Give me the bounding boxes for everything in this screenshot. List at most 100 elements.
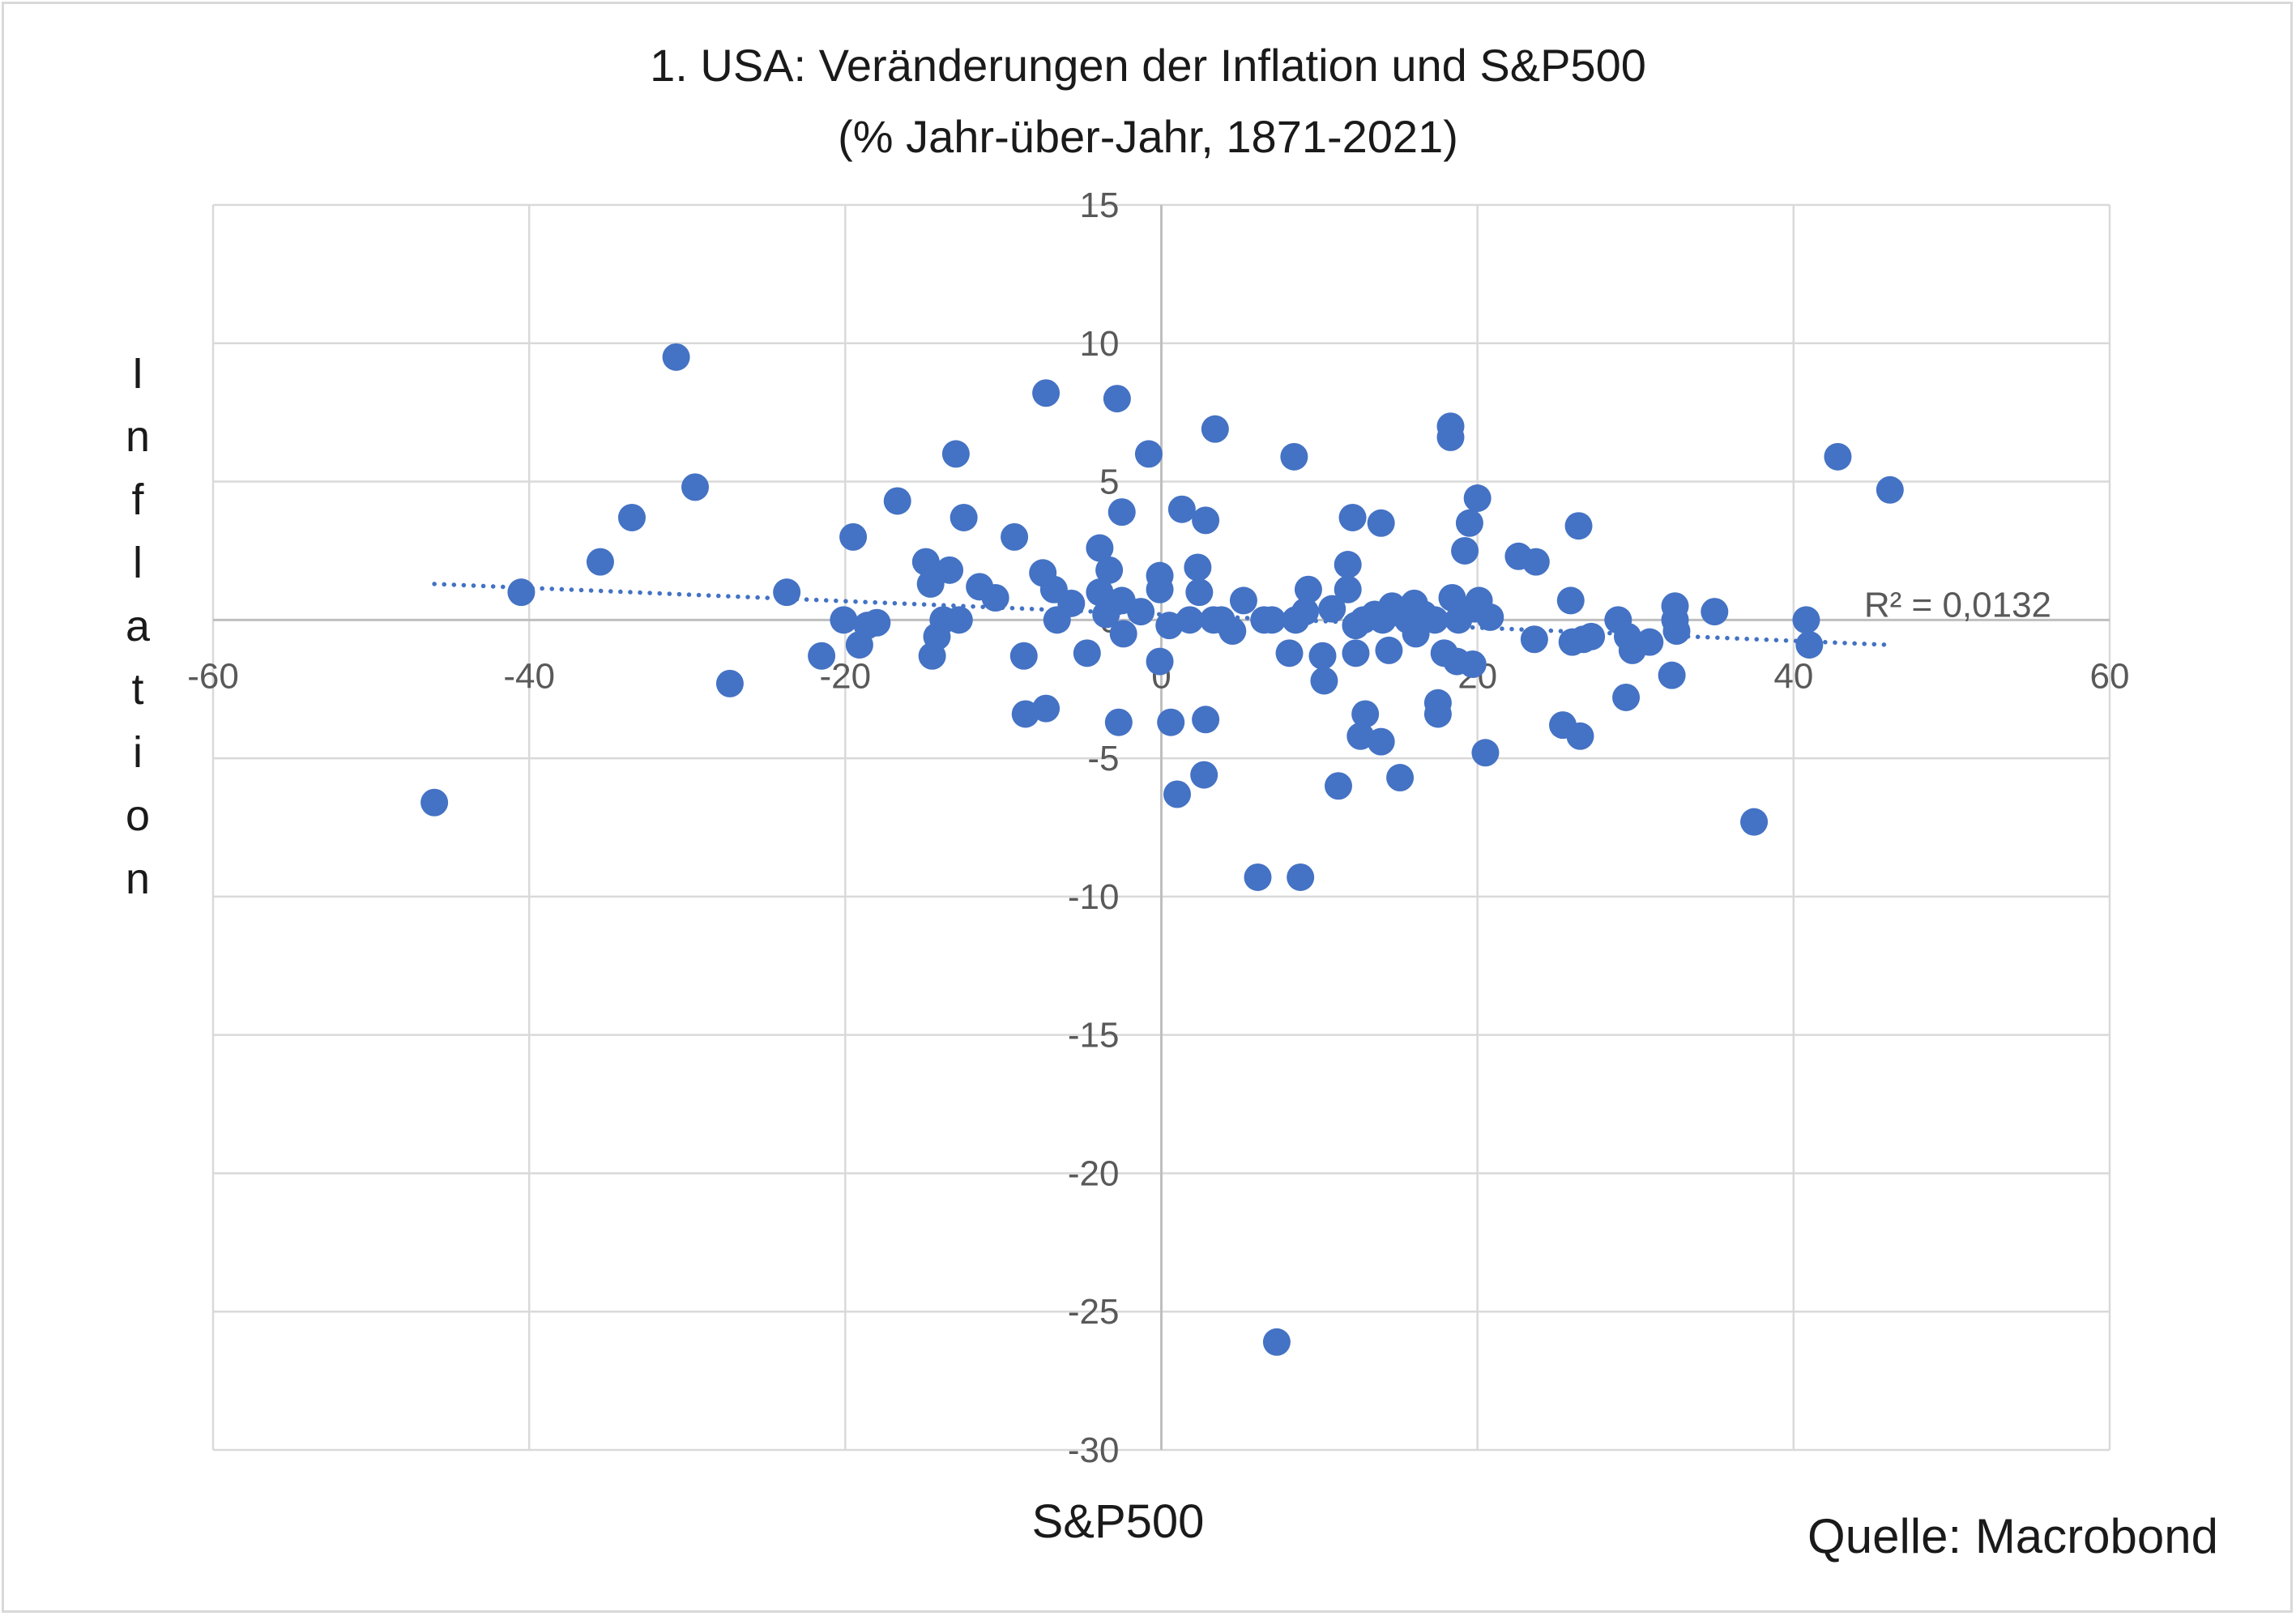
source-note: Quelle: Macrobond (1807, 1509, 2218, 1563)
data-point (586, 548, 614, 576)
trendline-line (432, 582, 1891, 647)
data-point (1192, 506, 1220, 535)
trendline: R² = 0,0132 (432, 582, 2051, 647)
data-point (1701, 598, 1729, 626)
data-point (1057, 589, 1086, 617)
data-point (1190, 761, 1218, 789)
data-point (1342, 639, 1370, 667)
data-point (1103, 385, 1131, 413)
data-point (1438, 584, 1466, 612)
y-tick-label: -15 (1068, 1016, 1120, 1055)
y-tick-label: 5 (1099, 463, 1119, 502)
data-point (507, 578, 536, 607)
x-tick-label: 40 (1773, 656, 1813, 696)
data-point (839, 522, 868, 551)
data-point (1351, 700, 1380, 728)
data-point (1792, 606, 1820, 634)
y-axis-label-letter: a (125, 602, 151, 650)
data-point (1577, 622, 1606, 650)
data-point (1423, 700, 1452, 728)
data-point (1367, 509, 1395, 537)
tick-labels: -60-40-200204060151050-5-10-15-20-25-30 (187, 185, 2129, 1470)
y-tick-label: 10 (1080, 324, 1120, 364)
data-point (715, 669, 744, 697)
data-point (1458, 650, 1487, 678)
data-point (1324, 772, 1352, 800)
chart-subtitle: (% Jahr-über-Jahr, 1871-2021) (838, 111, 1458, 162)
data-point (1476, 603, 1504, 631)
data-point (617, 503, 646, 531)
data-point (1167, 495, 1196, 523)
data-point (863, 608, 891, 637)
y-axis-label-letter: I (131, 349, 144, 398)
data-points (420, 343, 1904, 1356)
data-point (1218, 616, 1247, 645)
data-point (1086, 534, 1114, 562)
data-point (916, 569, 945, 598)
y-tick-label: 15 (1080, 185, 1120, 225)
data-point (1564, 512, 1593, 540)
data-point (1876, 475, 1904, 504)
data-point (1176, 606, 1204, 634)
data-point (1185, 578, 1214, 607)
data-point (1658, 661, 1686, 689)
axes (213, 205, 2110, 1450)
data-point (1334, 551, 1362, 579)
data-point (1009, 642, 1038, 670)
data-point (1318, 595, 1346, 623)
data-point (1294, 575, 1322, 603)
data-point (1086, 578, 1114, 607)
y-axis-label-letter: t (131, 665, 144, 714)
data-point (1032, 694, 1061, 723)
data-point (830, 606, 858, 634)
data-point (883, 487, 911, 515)
data-point (1612, 683, 1641, 711)
y-tick-label: -5 (1087, 739, 1119, 778)
data-point (936, 556, 964, 584)
data-point (1095, 556, 1124, 584)
data-point (1310, 667, 1338, 695)
data-point (1109, 620, 1137, 648)
data-point (1334, 575, 1362, 603)
y-tick-label: -20 (1068, 1153, 1120, 1193)
data-point (1134, 440, 1163, 468)
data-point (1451, 536, 1479, 565)
data-point (1184, 553, 1212, 582)
data-point (1032, 379, 1061, 407)
data-point (1338, 503, 1367, 531)
data-point (1455, 509, 1483, 537)
data-point (1291, 598, 1320, 626)
y-axis-label-letter: l (133, 539, 143, 587)
data-point (1471, 739, 1500, 767)
y-tick-label: -25 (1068, 1292, 1120, 1332)
data-point (1157, 708, 1185, 736)
data-point (1386, 764, 1415, 792)
data-point (1436, 423, 1465, 451)
data-point (1420, 606, 1449, 634)
y-axis-label-letter: o (125, 791, 151, 840)
data-point (1163, 780, 1192, 808)
data-point (1073, 639, 1101, 667)
y-axis-label-letter: n (125, 855, 151, 903)
data-point (1375, 636, 1403, 664)
y-axis-label-letter: f (131, 475, 144, 524)
data-point (941, 440, 970, 468)
data-point (1740, 808, 1769, 836)
data-point (1201, 415, 1229, 443)
data-point (1795, 631, 1824, 659)
data-point (1287, 863, 1315, 891)
x-tick-label: -40 (503, 656, 555, 696)
data-point (1192, 706, 1220, 734)
y-tick-label: -30 (1068, 1431, 1120, 1470)
data-point (681, 473, 710, 501)
data-point (808, 642, 836, 670)
data-point (1463, 484, 1492, 513)
data-point (981, 584, 1009, 612)
data-point (1275, 639, 1304, 667)
data-point (1308, 642, 1337, 670)
data-point (1280, 442, 1308, 471)
r-squared-label: R² = 0,0132 (1864, 585, 2051, 625)
